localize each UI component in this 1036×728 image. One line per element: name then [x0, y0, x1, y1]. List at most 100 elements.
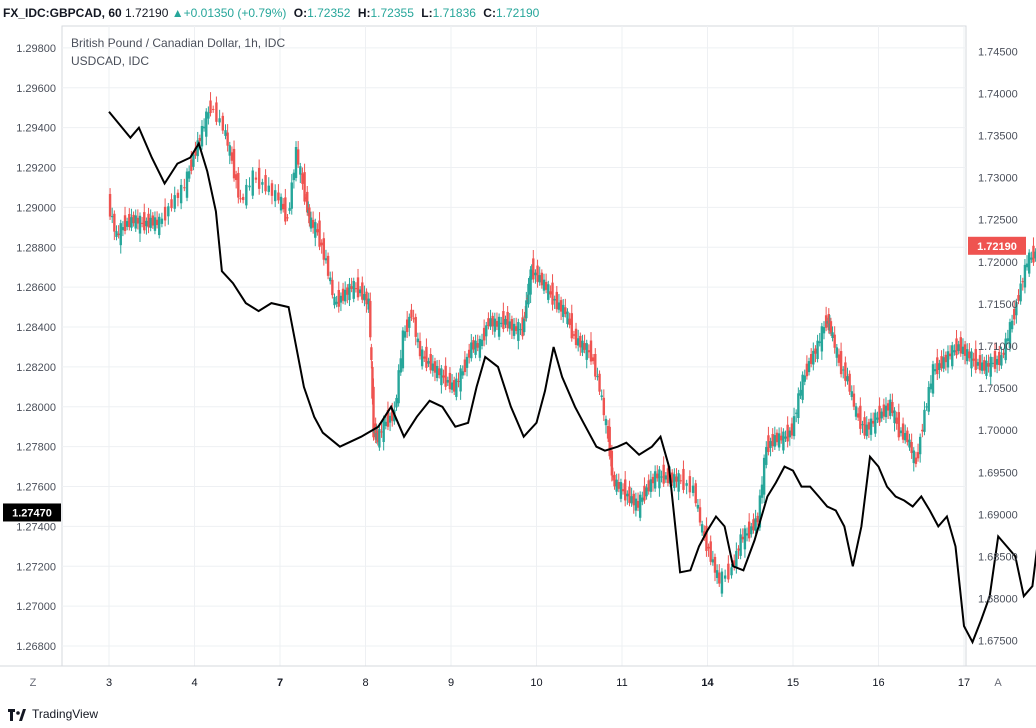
- candle-body: [916, 452, 920, 459]
- candle-body: [594, 354, 597, 377]
- price-chart[interactable]: 1.29800 1.29600 1.29400 1.29200 1.29000 1.288…: [0, 0, 1036, 700]
- candle-body: [358, 289, 362, 294]
- candle-body: [645, 487, 648, 497]
- candle-body: [777, 433, 781, 448]
- plot-area[interactable]: [61, 25, 967, 667]
- candle-body: [730, 567, 733, 576]
- candle-body: [173, 195, 176, 209]
- main-series-legend[interactable]: British Pound / Canadian Dollar, 1h, IDC: [71, 36, 286, 50]
- left-tick-label: 1.28200: [16, 362, 56, 374]
- candle-body: [649, 479, 653, 492]
- candle-body: [572, 334, 576, 336]
- auto-scale-left-button[interactable]: Z: [30, 677, 37, 689]
- candle-body: [517, 322, 520, 341]
- auto-scale-right-button[interactable]: A: [994, 677, 1002, 689]
- candlestick-series: [108, 92, 1036, 597]
- candle-body: [608, 426, 611, 457]
- candle-body: [574, 328, 578, 345]
- candle-body: [153, 217, 157, 231]
- candle-body: [570, 313, 573, 339]
- candle-body: [771, 434, 774, 447]
- candle-body: [482, 327, 486, 341]
- candle-body: [478, 338, 482, 358]
- left-price-axis[interactable]: 1.29800 1.29600 1.29400 1.29200 1.29000 1.288…: [16, 43, 56, 653]
- candle-body: [277, 192, 280, 201]
- candle-body: [833, 334, 836, 348]
- candle-body: [784, 436, 787, 439]
- candle-body: [251, 170, 254, 196]
- candle-body: [621, 489, 625, 492]
- candle-body: [889, 399, 892, 416]
- candle-body: [408, 316, 411, 328]
- candle-body: [163, 206, 167, 221]
- candle-body: [955, 338, 958, 356]
- candle-body: [151, 215, 155, 226]
- candle-body: [795, 412, 798, 414]
- candle-body: [801, 374, 804, 400]
- candle-body: [846, 376, 849, 382]
- candle-body: [519, 329, 522, 331]
- tradingview-brand[interactable]: TradingView: [32, 707, 99, 721]
- candle-body: [685, 483, 688, 486]
- high-label: H:: [357, 6, 371, 20]
- time-tick-label: 10: [530, 677, 542, 689]
- candle-body: [626, 493, 629, 497]
- candle-body: [527, 283, 530, 305]
- triangle-up-icon: ▲: [171, 6, 184, 20]
- time-tick-label: 14: [701, 677, 714, 689]
- candle-body: [461, 371, 464, 376]
- candle-body: [750, 526, 753, 535]
- candle-body: [901, 423, 905, 440]
- candle-body: [386, 410, 390, 427]
- candle-body: [237, 172, 240, 198]
- left-tick-label: 1.29000: [16, 202, 56, 214]
- candle-body: [769, 441, 772, 448]
- right-price-axis[interactable]: 1.74500 1.74000 1.73500 1.73000 1.72500 1.720…: [978, 46, 1018, 647]
- left-tick-label: 1.27600: [16, 482, 56, 494]
- candle-body: [279, 196, 283, 211]
- candle-body: [303, 172, 306, 202]
- candle-body: [530, 270, 533, 277]
- candle-body: [562, 304, 565, 317]
- candle-body: [170, 199, 173, 209]
- candle-body: [1002, 352, 1005, 355]
- candle-body: [322, 238, 326, 260]
- candle-body: [435, 365, 439, 378]
- candle-body: [192, 154, 195, 167]
- candle-body: [700, 524, 704, 533]
- candle-body: [727, 563, 730, 580]
- candle-body: [600, 395, 603, 397]
- candle-body: [651, 476, 655, 484]
- right-tick-label: 1.71000: [978, 341, 1018, 353]
- candle-body: [805, 363, 809, 377]
- candle-body: [350, 286, 353, 289]
- candle-body: [638, 494, 642, 518]
- candle-body: [232, 148, 236, 179]
- candle-body: [341, 288, 345, 301]
- candle-body: [510, 319, 514, 331]
- time-axis[interactable]: 3 4 7 8 9 10 11 14 15 16 17 Z A: [0, 665, 1036, 689]
- candle-body: [491, 315, 494, 327]
- candle-body: [405, 319, 409, 333]
- candle-body: [226, 132, 229, 146]
- compare-series-legend[interactable]: USDCAD, IDC: [71, 54, 150, 68]
- candle-body: [234, 174, 238, 181]
- candle-body: [294, 147, 298, 178]
- candle-body: [553, 298, 556, 301]
- candle-body: [904, 432, 907, 441]
- candle-body: [837, 354, 841, 363]
- candle-body: [733, 560, 736, 568]
- candle-body: [474, 340, 477, 355]
- candle-body: [923, 409, 926, 432]
- candle-body: [221, 115, 225, 131]
- candle-body: [679, 480, 682, 482]
- candle-body: [929, 383, 933, 390]
- candle-body: [489, 318, 492, 327]
- candle-body: [741, 536, 744, 540]
- candle-body: [925, 406, 928, 408]
- candle-body: [675, 476, 678, 482]
- symbol-label[interactable]: FX_IDC:GBPCAD, 60: [3, 6, 122, 20]
- candle-body: [290, 182, 293, 209]
- candle-body: [450, 382, 454, 390]
- close-value: 1.72190: [495, 6, 540, 20]
